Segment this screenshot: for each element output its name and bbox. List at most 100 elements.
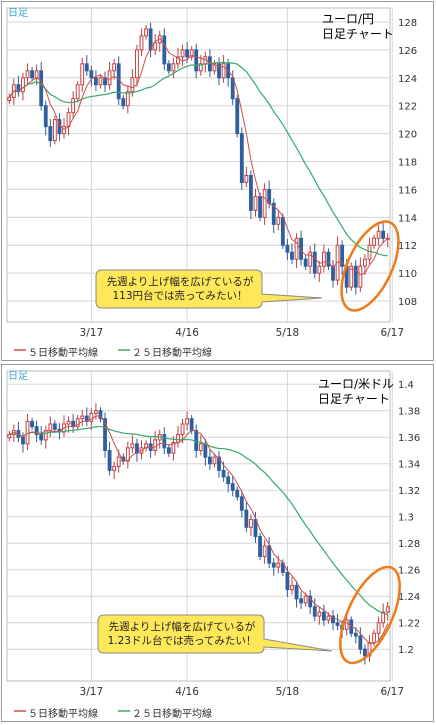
- legend-ma25: ２５日移動平均線: [132, 348, 212, 359]
- candle-body: [344, 619, 349, 630]
- y-tick-label: 122: [398, 102, 417, 113]
- candle-body: [363, 648, 367, 657]
- eurjpy-candlestick-plot: 108 110 112 114 116 118 120 122 124 126 128 3/17 4/1…: [6, 7, 417, 351]
- candle-body: [166, 63, 171, 72]
- callout-line-2: 1.23ドル台では売ってみたい！: [107, 635, 257, 647]
- candle-body: [103, 77, 107, 86]
- candle-body: [258, 195, 262, 218]
- candle-body: [317, 611, 322, 617]
- candle-body: [34, 426, 39, 436]
- candle-body: [93, 77, 98, 86]
- candle-body: [244, 174, 249, 183]
- daily-timeframe-label: 日足: [8, 371, 28, 382]
- candle-body: [217, 63, 221, 79]
- chart-title: ユーロ/円 日足チャート: [322, 12, 394, 42]
- y-tick-label: 1.26: [398, 566, 420, 577]
- daily-timeframe-label: 日足: [8, 8, 28, 19]
- candle-body: [7, 96, 12, 101]
- callout-bubble: [97, 614, 333, 654]
- legend-ma5: ５日移動平均線: [28, 709, 98, 720]
- candle-body: [166, 447, 171, 454]
- y-tick-label: 1.38: [398, 407, 420, 418]
- candle-body: [176, 434, 180, 444]
- y-tick-label: 110: [398, 269, 417, 280]
- candle-body: [303, 595, 308, 604]
- x-tick-label: 4/16: [175, 327, 199, 339]
- candle-body: [367, 244, 372, 260]
- y-tick-label: 1.3: [398, 513, 414, 524]
- chart-title: ユーロ/米ドル 日足チャート: [318, 377, 394, 407]
- candle-body: [376, 230, 381, 239]
- candle-body: [121, 98, 126, 107]
- candle-body: [353, 265, 358, 288]
- candle-body: [180, 49, 185, 58]
- legend-ma25: ２５日移動平均線: [132, 709, 212, 720]
- x-tick-label: 3/17: [80, 686, 104, 698]
- candle-body: [39, 434, 44, 441]
- candle-body: [130, 77, 135, 93]
- candle-body: [276, 216, 281, 225]
- ma5-line: [8, 38, 389, 276]
- candle-body: [253, 195, 258, 211]
- candle-body: [75, 84, 80, 100]
- candle-body: [262, 545, 267, 557]
- candle-body: [267, 188, 272, 204]
- y-tick-label: 1.22: [398, 619, 420, 630]
- candle-body: [372, 237, 376, 246]
- callout-annotation: 先週より上げ幅を広げているが 1.23ドル台では売ってみたい！: [102, 620, 262, 648]
- candle-body: [367, 642, 372, 657]
- candle-body: [217, 456, 221, 471]
- y-tick-label: 116: [398, 185, 417, 196]
- candle-body: [331, 265, 335, 281]
- candle-body: [116, 63, 121, 100]
- candle-body: [125, 91, 130, 107]
- candle-body: [239, 133, 244, 183]
- highlight-ellipse: [340, 220, 400, 312]
- candle-body: [39, 70, 44, 107]
- candle-body: [198, 63, 203, 72]
- candle-body: [358, 635, 363, 650]
- candle-body: [98, 77, 103, 86]
- candle-body: [84, 63, 89, 72]
- candle-body: [25, 420, 30, 445]
- candle-body: [112, 465, 117, 471]
- candle-body: [212, 63, 217, 72]
- candle-body: [66, 420, 71, 425]
- candle-body: [203, 443, 208, 458]
- candle-body: [107, 70, 112, 86]
- y-tick-label: 114: [398, 213, 417, 224]
- candle-body: [235, 489, 240, 498]
- candle-body: [340, 244, 345, 267]
- y-tick-label: 1.32: [398, 486, 420, 497]
- candle-body: [162, 434, 167, 449]
- candle-body: [308, 595, 313, 608]
- chart-title-pair: ユーロ/米ドル: [318, 377, 395, 391]
- candle-body: [180, 423, 185, 436]
- candle-body: [84, 415, 89, 422]
- x-tick-label: 3/17: [80, 327, 104, 339]
- candle-body: [262, 188, 267, 218]
- candle-body: [130, 443, 135, 449]
- eurusd-chart-panel: 1.2 1.22 1.24 1.26 1.28 1.3 1.32 1.34 1.36 1.38 1.…: [1, 364, 434, 722]
- candle-body: [285, 571, 290, 591]
- candle-body: [171, 442, 176, 454]
- candle-body: [176, 56, 180, 65]
- y-tick-label: 128: [398, 18, 417, 29]
- candle-body: [34, 70, 39, 79]
- candle-body: [308, 251, 313, 267]
- plot-frame: [6, 7, 391, 323]
- candle-body: [331, 615, 335, 624]
- y-tick-label: 118: [398, 158, 417, 169]
- y-tick-label: 1.4: [398, 380, 414, 391]
- candle-body: [103, 418, 107, 451]
- candle-body: [207, 456, 212, 465]
- x-tick-label: 6/17: [380, 686, 404, 698]
- candle-body: [312, 606, 317, 617]
- candle-body: [107, 449, 112, 471]
- candle-body: [25, 70, 30, 79]
- x-tick-label: 5/18: [276, 327, 300, 339]
- candle-body: [7, 434, 12, 439]
- candle-body: [312, 251, 317, 274]
- chart-title-subtitle: 日足チャート: [318, 392, 390, 406]
- candle-body: [148, 28, 153, 51]
